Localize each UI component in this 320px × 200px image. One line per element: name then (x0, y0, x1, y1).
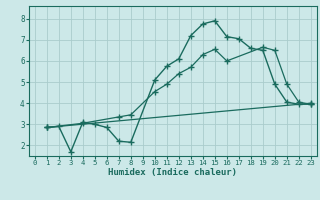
X-axis label: Humidex (Indice chaleur): Humidex (Indice chaleur) (108, 168, 237, 177)
